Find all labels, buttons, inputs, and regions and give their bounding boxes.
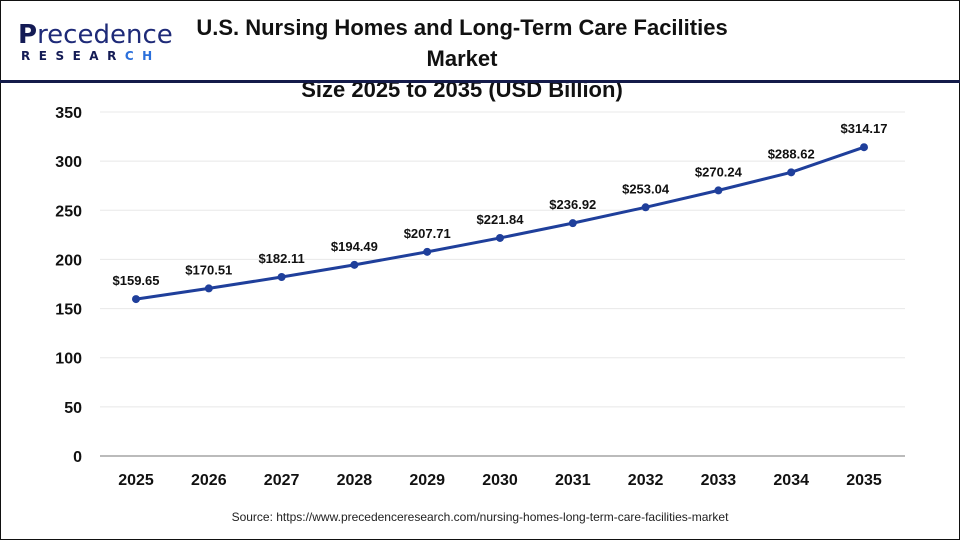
data-point (350, 260, 359, 269)
data-label: $314.17 (841, 121, 888, 136)
data-label: $288.62 (768, 146, 815, 161)
x-tick-label: 2034 (773, 472, 809, 489)
x-tick-label: 2030 (482, 472, 518, 489)
data-label: $221.84 (477, 212, 525, 227)
data-point (787, 168, 796, 177)
y-tick-label: 250 (55, 203, 82, 220)
x-tick-label: 2028 (337, 472, 373, 489)
y-tick-label: 50 (64, 400, 82, 417)
y-tick-label: 100 (55, 351, 82, 368)
data-label: $270.24 (695, 164, 743, 179)
data-point (277, 273, 286, 282)
chart-title-line-1: U.S. Nursing Homes and Long-Term Care Fa… (196, 15, 728, 71)
data-point (568, 219, 577, 228)
source-note: Source: https://www.precedenceresearch.c… (231, 510, 729, 524)
logo-sub-text: RESEARCH (21, 49, 161, 63)
x-tick-label: 2025 (118, 472, 154, 489)
y-tick-label: 350 (55, 105, 82, 122)
header-rule (0, 80, 960, 83)
x-tick-label: 2026 (191, 472, 227, 489)
logo-main-text: Precedence (18, 20, 173, 50)
x-tick-label: 2032 (628, 472, 664, 489)
x-tick-label: 2031 (555, 472, 591, 489)
x-tick-label: 2029 (409, 472, 445, 489)
y-tick-label: 0 (73, 449, 82, 466)
data-label: $182.11 (258, 251, 304, 266)
data-point (423, 247, 432, 256)
data-label: $159.65 (113, 273, 160, 288)
x-tick-label: 2035 (846, 472, 882, 489)
y-tick-label: 200 (55, 252, 82, 269)
data-point (496, 233, 504, 242)
data-label: $194.49 (331, 239, 378, 254)
data-label: $253.04 (622, 181, 670, 196)
y-tick-label: 150 (55, 302, 82, 319)
data-point (714, 186, 723, 195)
data-label: $207.71 (404, 226, 451, 241)
data-point (860, 143, 868, 152)
y-tick-label: 300 (55, 154, 82, 171)
data-label: $170.51 (185, 262, 232, 277)
x-tick-label: 2027 (264, 472, 300, 489)
logo: Precedence RESEARCH (18, 22, 173, 63)
data-point (132, 295, 140, 304)
data-point (204, 284, 213, 293)
data-label: $236.92 (549, 197, 596, 212)
x-tick-label: 2033 (701, 472, 737, 489)
data-point (641, 203, 650, 212)
